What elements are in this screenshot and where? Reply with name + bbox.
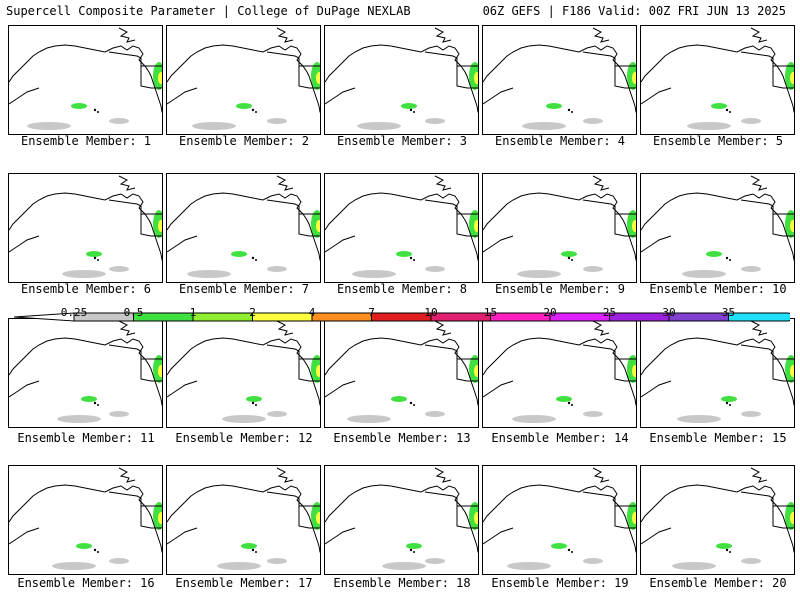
- colorbar-segment: [371, 312, 432, 322]
- ensemble-panel-15: [640, 318, 795, 428]
- ensemble-panel-10: [640, 173, 795, 283]
- map-panel-20: [641, 467, 794, 570]
- colorbar-legend: 0.25 0.5 1 2 4 7 10 15 20 25 30 35: [14, 306, 790, 322]
- member-label-9: Ensemble Member: 9: [494, 282, 626, 296]
- colorbar-segment: [430, 312, 491, 322]
- colorbar-tick-label: 10: [424, 306, 437, 319]
- colorbar-segment: [490, 312, 551, 322]
- ensemble-panel-12: [166, 318, 321, 428]
- member-label-12: Ensemble Member: 12: [175, 431, 313, 445]
- member-label-16: Ensemble Member: 16: [17, 576, 155, 590]
- map-panel-6: [9, 175, 162, 278]
- map-panel-19: [483, 467, 636, 570]
- colorbar-segment: [192, 312, 253, 322]
- member-label-15: Ensemble Member: 15: [649, 431, 787, 445]
- colorbar-segment: [609, 312, 670, 322]
- ensemble-panel-19: [482, 465, 637, 575]
- member-label-7: Ensemble Member: 7: [178, 282, 310, 296]
- ensemble-panel-4: [482, 25, 637, 135]
- ensemble-panel-3: [324, 25, 479, 135]
- colorbar-tick-label: 2: [249, 306, 256, 319]
- colorbar-segment: [252, 312, 313, 322]
- ensemble-panel-17: [166, 465, 321, 575]
- colorbar-segment: [549, 312, 610, 322]
- map-panel-17: [167, 467, 320, 570]
- ensemble-panel-20: [640, 465, 795, 575]
- colorbar-tick-label: 4: [309, 306, 316, 319]
- ensemble-panel-16: [8, 465, 163, 575]
- member-label-14: Ensemble Member: 14: [491, 431, 629, 445]
- colorbar-tick-label: 30: [662, 306, 675, 319]
- ensemble-panel-9: [482, 173, 637, 283]
- member-label-1: Ensemble Member: 1: [20, 134, 152, 148]
- colorbar-tick-label: 7: [368, 306, 375, 319]
- ensemble-panel-5: [640, 25, 795, 135]
- ensemble-panel-6: [8, 173, 163, 283]
- map-panel-9: [483, 175, 636, 278]
- map-panel-3: [325, 27, 478, 130]
- colorbar-tick-label: 20: [543, 306, 556, 319]
- member-label-5: Ensemble Member: 5: [652, 134, 784, 148]
- map-panel-7: [167, 175, 320, 278]
- colorbar-tick-label: 25: [603, 306, 616, 319]
- map-panel-2: [167, 27, 320, 130]
- ensemble-panel-8: [324, 173, 479, 283]
- member-label-8: Ensemble Member: 8: [336, 282, 468, 296]
- ensemble-panel-14: [482, 318, 637, 428]
- map-panel-1: [9, 27, 162, 130]
- member-label-18: Ensemble Member: 18: [333, 576, 471, 590]
- map-panel-5: [641, 27, 794, 130]
- member-label-4: Ensemble Member: 4: [494, 134, 626, 148]
- colorbar-tick-label: 35: [722, 306, 735, 319]
- member-label-19: Ensemble Member: 19: [491, 576, 629, 590]
- colorbar-tick-label: 0.25: [61, 306, 88, 319]
- map-panel-11: [9, 320, 162, 423]
- map-panel-13: [325, 320, 478, 423]
- ensemble-panel-13: [324, 318, 479, 428]
- map-panel-15: [641, 320, 794, 423]
- colorbar-segment: [311, 312, 372, 322]
- map-title: Supercell Composite Parameter | College …: [6, 4, 411, 18]
- ensemble-panel-2: [166, 25, 321, 135]
- map-panel-10: [641, 175, 794, 278]
- ensemble-panel-18: [324, 465, 479, 575]
- map-panel-4: [483, 27, 636, 130]
- map-panel-18: [325, 467, 478, 570]
- member-label-6: Ensemble Member: 6: [20, 282, 152, 296]
- member-label-10: Ensemble Member: 10: [649, 282, 787, 296]
- map-panel-16: [9, 467, 162, 570]
- member-label-11: Ensemble Member: 11: [17, 431, 155, 445]
- member-label-13: Ensemble Member: 13: [333, 431, 471, 445]
- colorbar-tick-label: 1: [190, 306, 197, 319]
- colorbar-segment: [728, 312, 790, 322]
- member-label-3: Ensemble Member: 3: [336, 134, 468, 148]
- ensemble-panel-1: [8, 25, 163, 135]
- ensemble-panel-7: [166, 173, 321, 283]
- model-run-info: 06Z GEFS | F186 Valid: 00Z FRI JUN 13 20…: [482, 4, 786, 18]
- map-panel-12: [167, 320, 320, 423]
- colorbar-tick-label: 0.5: [124, 306, 144, 319]
- ensemble-panel-11: [8, 318, 163, 428]
- member-label-20: Ensemble Member: 20: [649, 576, 787, 590]
- member-label-17: Ensemble Member: 17: [175, 576, 313, 590]
- map-panel-8: [325, 175, 478, 278]
- colorbar-segment: [668, 312, 729, 322]
- member-label-2: Ensemble Member: 2: [178, 134, 310, 148]
- map-panel-14: [483, 320, 636, 423]
- colorbar-tick-label: 15: [484, 306, 497, 319]
